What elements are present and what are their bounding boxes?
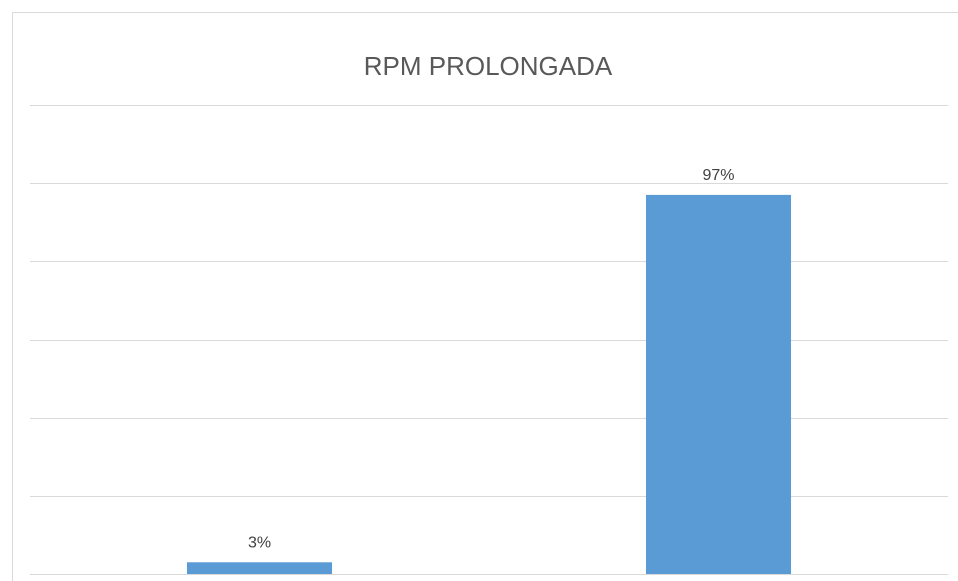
data-label: 3% (248, 534, 271, 551)
data-label: 97% (702, 167, 734, 184)
bar (186, 562, 333, 574)
bar (645, 194, 792, 574)
chart-frame (12, 12, 958, 581)
chart-title: RPM PROLONGADA (364, 51, 613, 81)
